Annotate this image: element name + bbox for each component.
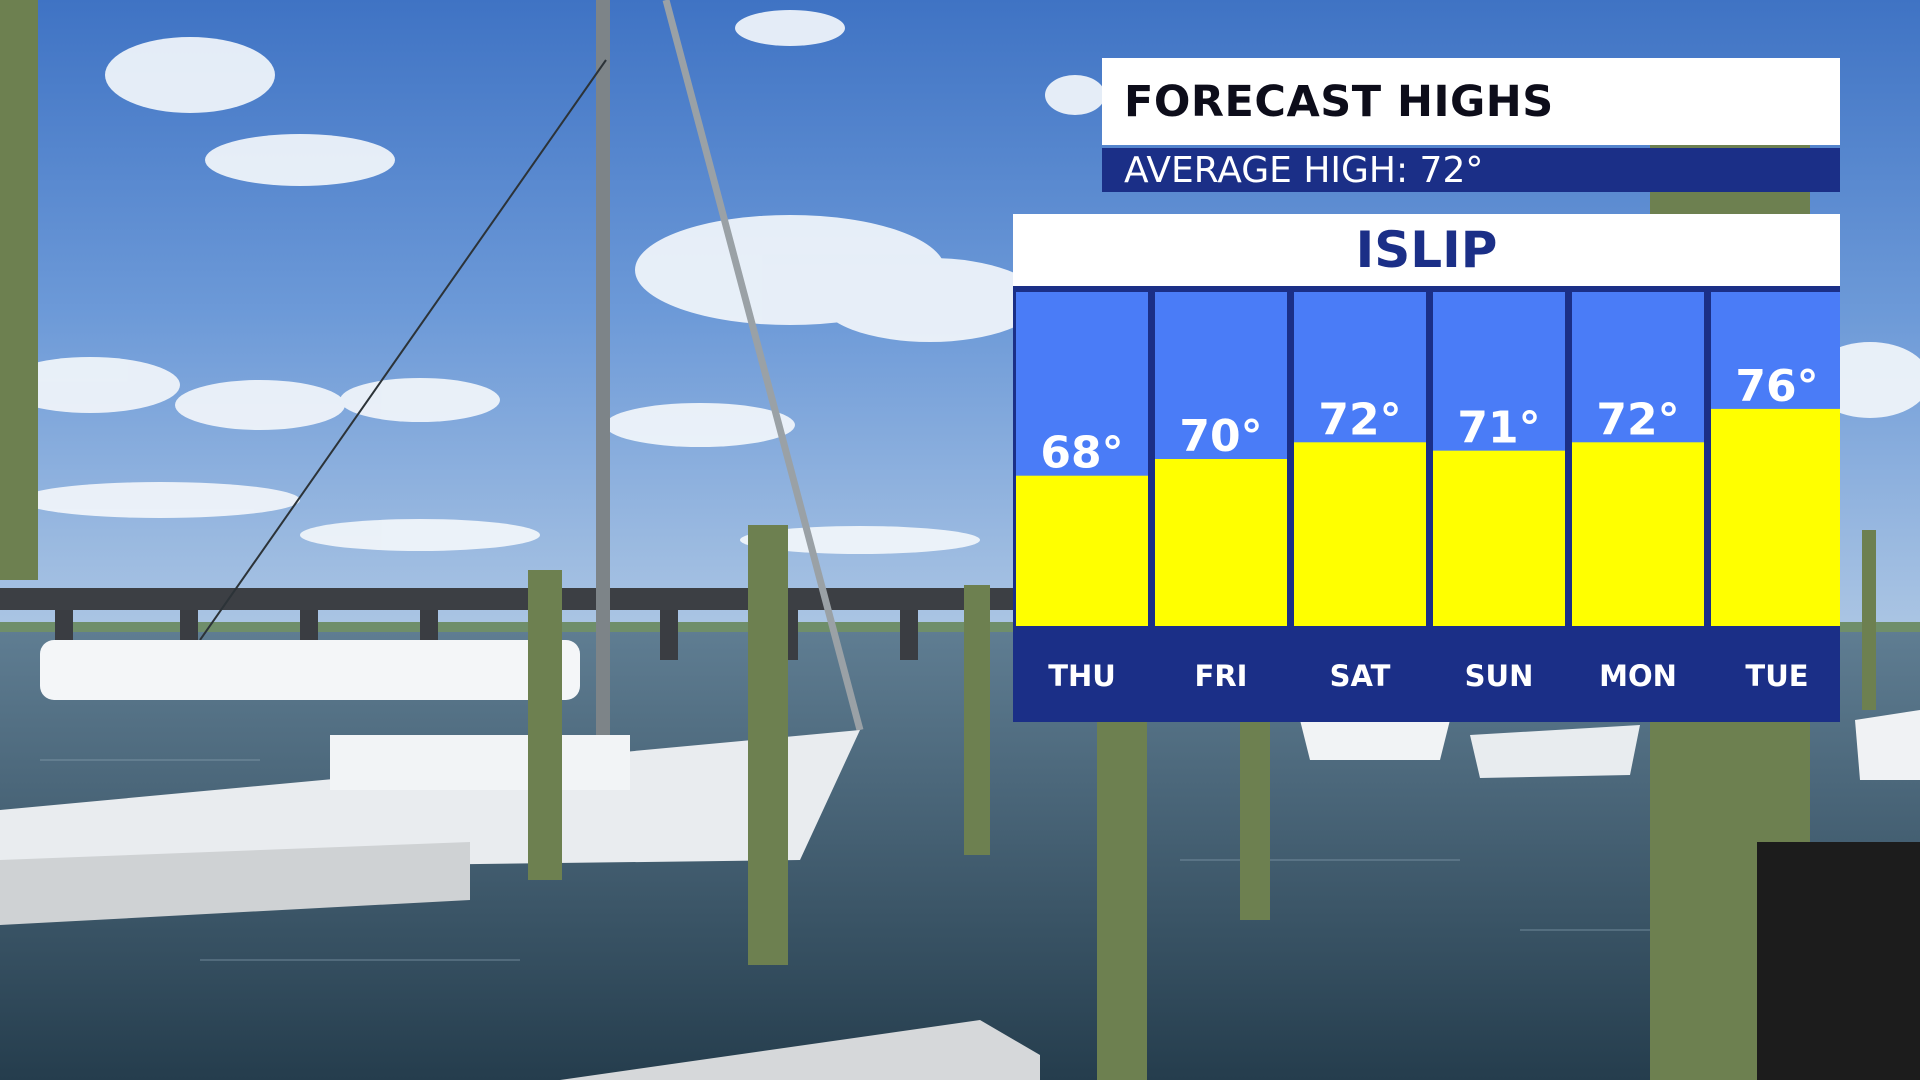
bar-sun xyxy=(1433,450,1565,626)
day-band-mon xyxy=(1572,629,1704,718)
bar-fri xyxy=(1155,459,1287,626)
day-band-thu xyxy=(1016,629,1148,718)
bar-sat xyxy=(1294,442,1426,626)
day-band-sun xyxy=(1433,629,1565,718)
day-band-fri xyxy=(1155,629,1287,718)
day-label-fri: FRI xyxy=(1195,659,1248,693)
day-label-mon: MON xyxy=(1599,659,1677,693)
value-label-tue: 76° xyxy=(1735,361,1818,412)
day-label-sun: SUN xyxy=(1465,659,1534,693)
day-label-thu: THU xyxy=(1048,659,1116,693)
day-band-tue xyxy=(1711,629,1840,718)
day-label-tue: TUE xyxy=(1745,659,1808,693)
location-label: ISLIP xyxy=(1013,214,1840,286)
value-label-fri: 70° xyxy=(1179,411,1262,462)
chart-title: FORECAST HIGHS xyxy=(1102,58,1840,145)
bar-tue xyxy=(1711,408,1840,626)
day-label-sat: SAT xyxy=(1330,659,1391,693)
value-label-sat: 72° xyxy=(1318,394,1401,445)
value-label-mon: 72° xyxy=(1596,394,1679,445)
forecast-bar-chart: 68° THU 70° FRI 72° SAT 71° SUN 72° MON 76° TUE xyxy=(1016,292,1840,718)
bar-thu xyxy=(1016,475,1148,626)
value-label-thu: 68° xyxy=(1040,428,1123,479)
value-label-sun: 71° xyxy=(1457,403,1540,454)
bar-mon xyxy=(1572,442,1704,626)
day-band-sat xyxy=(1294,629,1426,718)
forecast-panel: ISLIP 68° THU 70° FRI 72° SAT 71° SUN 72° MON 76° T… xyxy=(1013,214,1840,722)
chart-subtitle: AVERAGE HIGH: 72° xyxy=(1102,148,1840,192)
